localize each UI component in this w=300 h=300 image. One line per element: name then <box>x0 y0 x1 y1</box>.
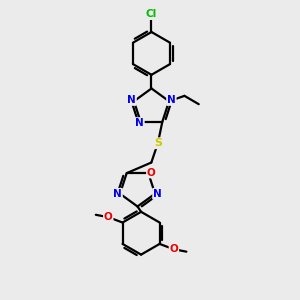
Text: S: S <box>154 138 162 148</box>
Text: O: O <box>147 167 156 178</box>
Text: N: N <box>127 95 136 105</box>
Text: O: O <box>104 212 113 222</box>
Text: N: N <box>113 189 122 199</box>
Text: N: N <box>135 118 144 128</box>
Text: O: O <box>169 244 178 254</box>
Text: Cl: Cl <box>146 9 157 19</box>
Text: N: N <box>153 189 162 199</box>
Text: N: N <box>167 95 176 105</box>
